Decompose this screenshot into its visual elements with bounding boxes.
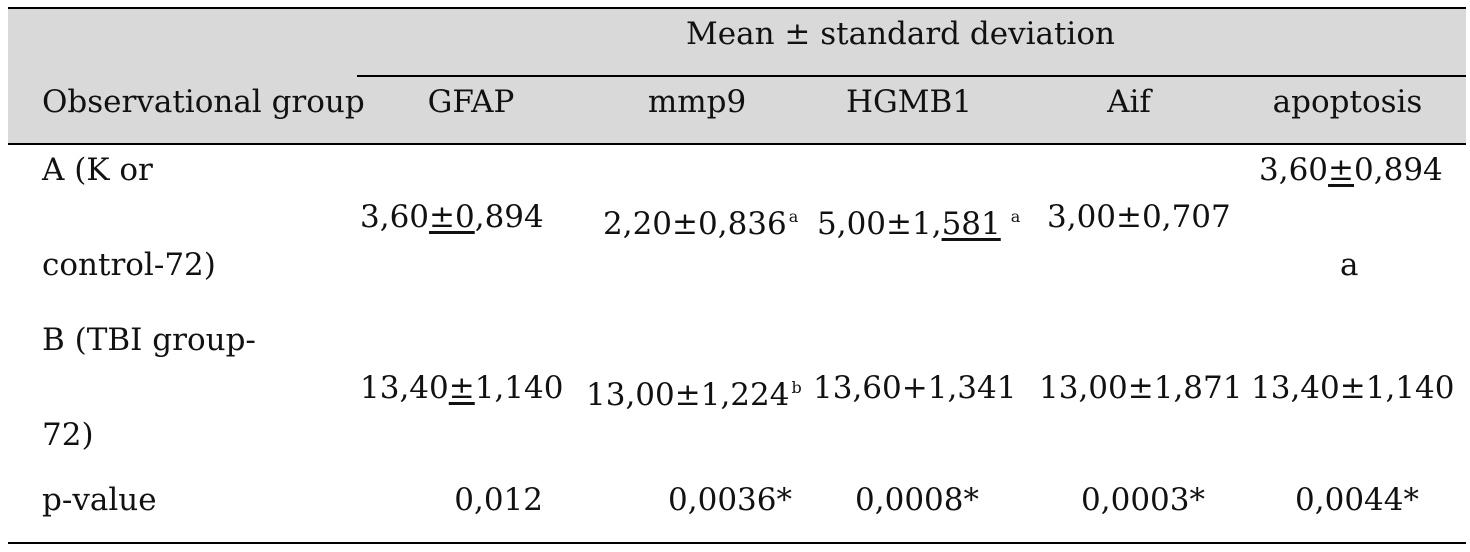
row-p-gfap: 0,012 bbox=[454, 482, 543, 518]
span-header-mean-sd: Mean ± standard deviation bbox=[686, 16, 1115, 52]
top-rule bbox=[8, 7, 1466, 9]
row-a-gfap-part3: ,894 bbox=[474, 199, 544, 235]
header-hgmb1: HGMB1 bbox=[845, 84, 973, 120]
row-a-hgmb1-part1: 5,00±1, bbox=[817, 206, 942, 242]
bottom-rule bbox=[8, 542, 1466, 544]
row-a-group-line2: control-72) bbox=[42, 247, 216, 283]
row-b-group-line1: B (TBI group- bbox=[42, 322, 256, 358]
header-bottom-rule bbox=[8, 143, 1466, 145]
row-b-hgmb1: 13,60+1,341 bbox=[813, 370, 1017, 406]
header-aif: Aif bbox=[1107, 84, 1151, 120]
row-p-mmp9: 0,0036* bbox=[668, 482, 792, 518]
row-a-hgmb1: 5,00±1,581 a bbox=[817, 199, 1020, 242]
row-a-gfap-part2: ±0 bbox=[429, 199, 475, 235]
row-b-gfap-part3: 1,140 bbox=[474, 370, 564, 406]
header-observational-group: Observational group bbox=[42, 84, 365, 120]
row-b-gfap-part2: ± bbox=[448, 370, 475, 406]
row-b-mmp9: 13,00±1,224 b bbox=[586, 370, 802, 413]
row-a-group-line1: A (K or bbox=[42, 152, 153, 188]
row-a-hgmb1-superscript: a bbox=[1010, 207, 1021, 226]
row-b-group-line2: 72) bbox=[42, 417, 94, 453]
row-p-aif: 0,0003* bbox=[1081, 482, 1205, 518]
row-a-apoptosis-part3: 0,894 bbox=[1354, 152, 1443, 188]
row-b-mmp9-superscript: b bbox=[791, 378, 802, 397]
row-a-hgmb1-part2: 581 bbox=[941, 206, 1001, 242]
row-b-gfap: 13,40±1,140 bbox=[360, 370, 563, 406]
row-a-apoptosis-note: a bbox=[1340, 247, 1359, 283]
row-b-mmp9-value: 13,00±1,224 bbox=[586, 377, 790, 413]
row-b-aif: 13,00±1,871 bbox=[1039, 370, 1243, 406]
row-a-mmp9-value: 2,20±0,836 bbox=[603, 206, 787, 242]
header-mmp9: mmp9 bbox=[647, 84, 747, 120]
row-a-gfap-part1: 3,60 bbox=[360, 199, 430, 235]
row-a-apoptosis-part2: ± bbox=[1328, 152, 1355, 188]
row-p-value-label: p-value bbox=[42, 482, 157, 518]
span-underline-rule bbox=[357, 75, 1466, 77]
row-a-gfap: 3,60±0,894 bbox=[360, 199, 544, 235]
row-p-apoptosis: 0,0044* bbox=[1295, 482, 1419, 518]
row-p-hgmb1: 0,0008* bbox=[855, 482, 979, 518]
row-b-gfap-part1: 13,40 bbox=[360, 370, 449, 406]
row-a-aif: 3,00±0,707 bbox=[1047, 199, 1231, 235]
row-b-apoptosis: 13,40±1,140 bbox=[1251, 370, 1455, 406]
row-a-mmp9-superscript: a bbox=[788, 207, 799, 226]
row-a-mmp9: 2,20±0,836 a bbox=[603, 199, 798, 242]
header-gfap: GFAP bbox=[427, 84, 515, 120]
row-a-apoptosis: 3,60±0,894 bbox=[1259, 152, 1443, 188]
row-a-apoptosis-part1: 3,60 bbox=[1259, 152, 1329, 188]
header-apoptosis: apoptosis bbox=[1272, 84, 1423, 120]
